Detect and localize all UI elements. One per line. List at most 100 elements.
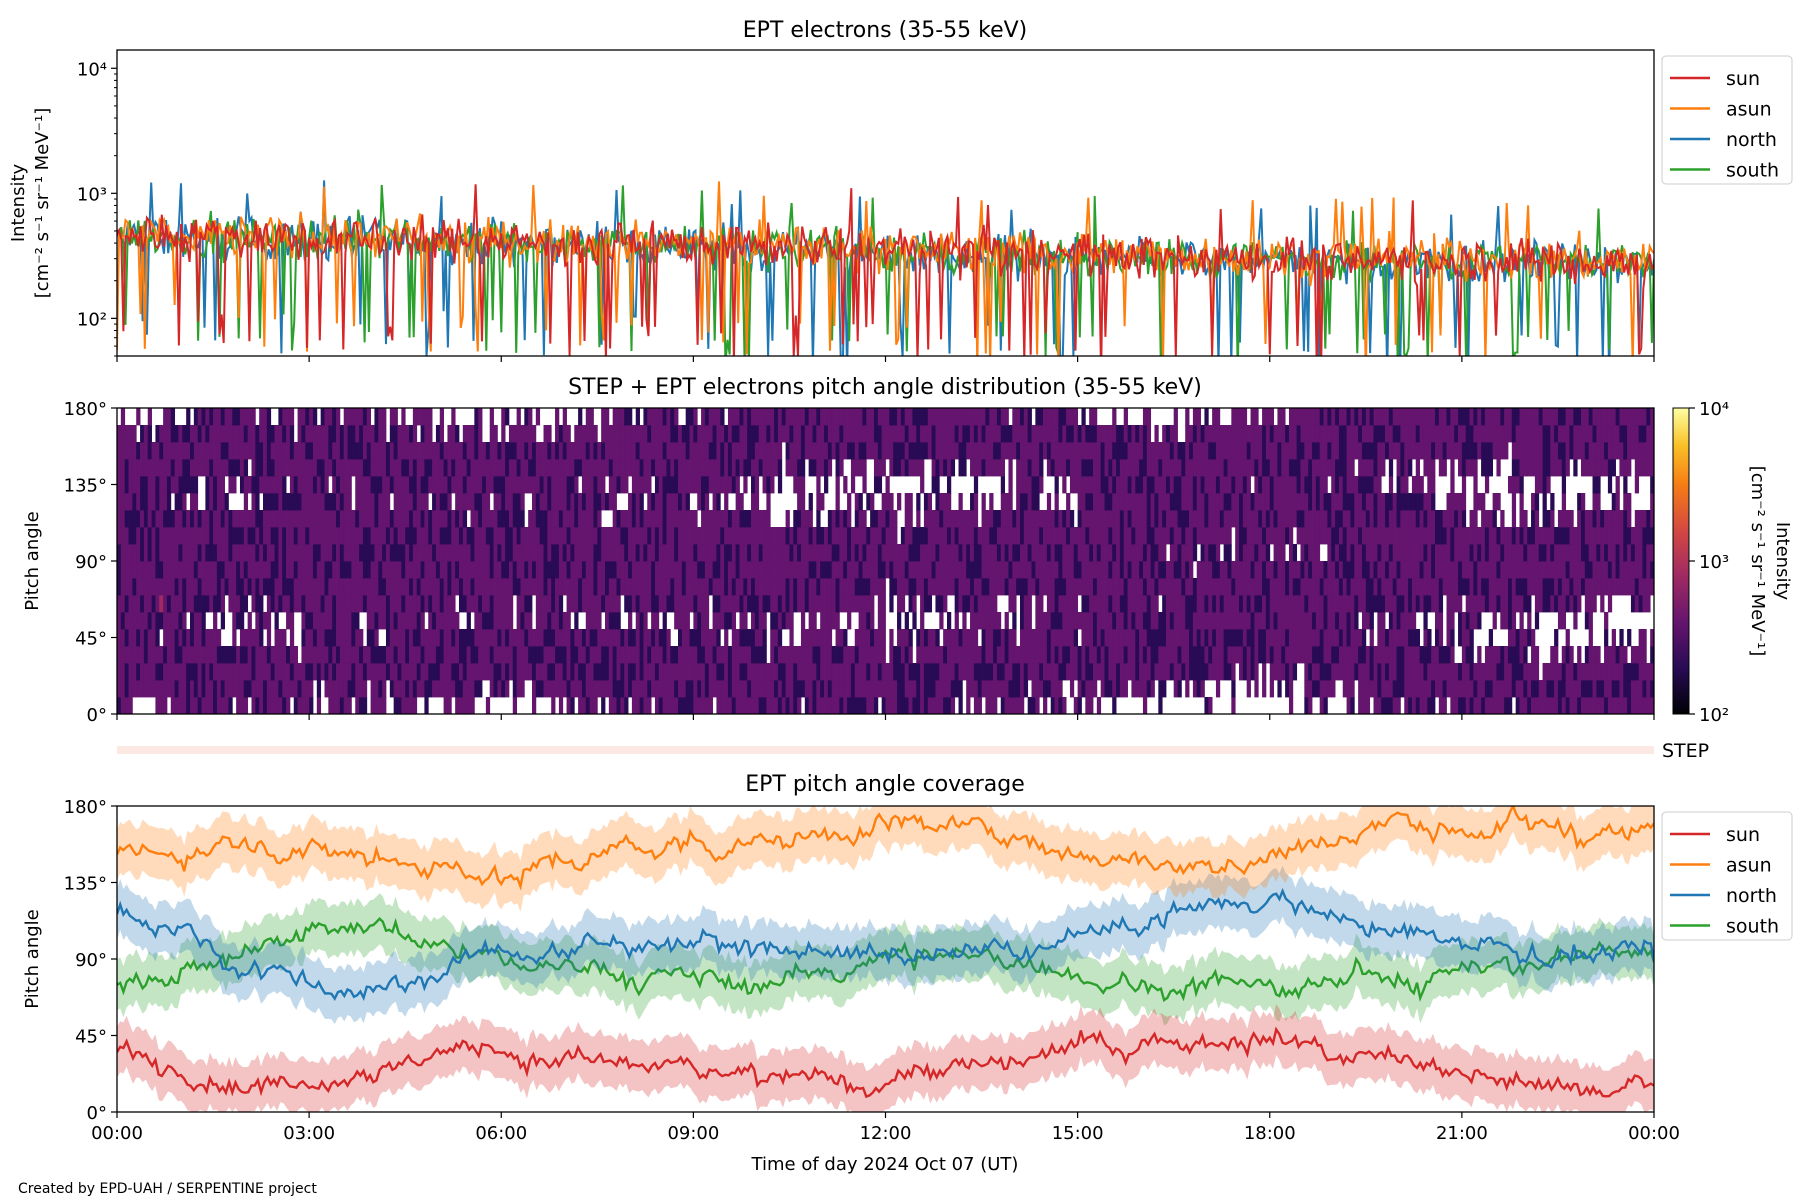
- heatmap-cell: [586, 612, 590, 629]
- heatmap-cell: [889, 459, 893, 476]
- heatmap-cell: [251, 527, 255, 544]
- heatmap-cell: [524, 663, 528, 680]
- heatmap-cell: [601, 646, 605, 663]
- heatmap-cell: [1051, 527, 1055, 544]
- heatmap-cell: [1208, 442, 1212, 459]
- heatmap-cell: [305, 629, 309, 646]
- heatmap-cell: [1258, 629, 1262, 646]
- heatmap-cell: [1024, 476, 1028, 493]
- heatmap-cell: [851, 578, 855, 595]
- heatmap-cell: [955, 578, 959, 595]
- heatmap-cell: [701, 493, 705, 510]
- heatmap-cell: [828, 680, 832, 697]
- heatmap-cell: [1162, 578, 1166, 595]
- heatmap-cell: [520, 459, 524, 476]
- heatmap-cell: [828, 612, 832, 629]
- heatmap-cell: [789, 527, 793, 544]
- heatmap-cell: [901, 595, 905, 612]
- heatmap-cell: [417, 527, 421, 544]
- heatmap-cell: [1108, 561, 1112, 578]
- heatmap-cell: [993, 612, 997, 629]
- heatmap-cell: [371, 493, 375, 510]
- heatmap-cell: [355, 459, 359, 476]
- heatmap-cell: [655, 629, 659, 646]
- heatmap-cell: [555, 425, 559, 442]
- heatmap-cell: [1231, 510, 1235, 527]
- heatmap-cell: [970, 510, 974, 527]
- heatmap-cell: [440, 646, 444, 663]
- heatmap-cell: [205, 459, 209, 476]
- heatmap-cell: [862, 527, 866, 544]
- heatmap-cell: [447, 578, 451, 595]
- heatmap-cell: [348, 697, 352, 714]
- heatmap-cell: [1001, 527, 1005, 544]
- heatmap-cell: [678, 680, 682, 697]
- heatmap-cell: [374, 476, 378, 493]
- heatmap-cell: [459, 510, 463, 527]
- heatmap-cell: [962, 561, 966, 578]
- heatmap-cell: [398, 476, 402, 493]
- heatmap-cell: [693, 561, 697, 578]
- heatmap-cell: [1289, 663, 1293, 680]
- heatmap-cell: [962, 612, 966, 629]
- heatmap-cell: [1120, 476, 1124, 493]
- heatmap-cell: [325, 408, 329, 425]
- panel1-title: EPT electrons (35-55 keV): [743, 18, 1028, 43]
- heatmap-cell: [524, 544, 528, 561]
- heatmap-cell: [540, 578, 544, 595]
- heatmap-cell: [524, 578, 528, 595]
- heatmap-cell: [401, 663, 405, 680]
- heatmap-cell: [159, 493, 163, 510]
- heatmap-cell: [505, 612, 509, 629]
- heatmap-cell: [713, 663, 717, 680]
- heatmap-cell: [409, 680, 413, 697]
- heatmap-cell: [478, 408, 482, 425]
- heatmap-cell: [663, 663, 667, 680]
- heatmap-cell: [955, 510, 959, 527]
- heatmap-cell: [282, 646, 286, 663]
- heatmap-cell: [678, 544, 682, 561]
- heatmap-cell: [1135, 612, 1139, 629]
- heatmap-cell: [290, 612, 294, 629]
- heatmap-cell: [778, 663, 782, 680]
- heatmap-cell: [155, 510, 159, 527]
- heatmap-cell: [424, 680, 428, 697]
- heatmap-cell: [544, 442, 548, 459]
- heatmap-cell: [121, 561, 125, 578]
- heatmap-cell: [351, 629, 355, 646]
- heatmap-cell: [1201, 459, 1205, 476]
- heatmap-cell: [1158, 629, 1162, 646]
- heatmap-cell: [751, 561, 755, 578]
- heatmap-cell: [1274, 476, 1278, 493]
- heatmap-cell: [298, 510, 302, 527]
- heatmap-cell: [563, 408, 567, 425]
- heatmap-cell: [213, 612, 217, 629]
- heatmap-cell: [1154, 442, 1158, 459]
- heatmap-cell: [1277, 408, 1281, 425]
- heatmap-cell: [263, 408, 267, 425]
- heatmap-cell: [647, 697, 651, 714]
- heatmap-cell: [1039, 595, 1043, 612]
- heatmap-cell: [1108, 493, 1112, 510]
- heatmap-cell: [928, 408, 932, 425]
- heatmap-cell: [451, 612, 455, 629]
- heatmap-cell: [520, 544, 524, 561]
- heatmap-cell: [547, 629, 551, 646]
- heatmap-cell: [1262, 493, 1266, 510]
- heatmap-cell: [182, 680, 186, 697]
- heatmap-cell: [797, 527, 801, 544]
- heatmap-cell: [547, 561, 551, 578]
- heatmap-cell: [417, 595, 421, 612]
- heatmap-cell: [467, 425, 471, 442]
- heatmap-cell: [951, 629, 955, 646]
- heatmap-cell: [713, 425, 717, 442]
- heatmap-cell: [520, 476, 524, 493]
- heatmap-cell: [409, 510, 413, 527]
- heatmap-cell: [1081, 476, 1085, 493]
- heatmap-cell: [121, 425, 125, 442]
- heatmap-cell: [182, 646, 186, 663]
- heatmap-cell: [924, 544, 928, 561]
- heatmap-cell: [947, 663, 951, 680]
- heatmap-cell: [251, 561, 255, 578]
- heatmap-cell: [932, 527, 936, 544]
